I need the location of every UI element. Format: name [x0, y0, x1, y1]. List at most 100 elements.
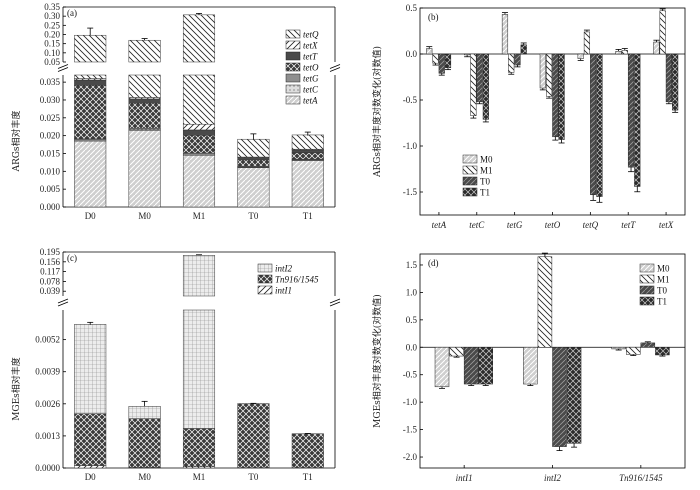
- panel-label: (b): [428, 12, 439, 22]
- x-tick-label: tetA: [432, 220, 447, 230]
- bar-M1: [537, 256, 553, 348]
- axis-break-mark: [57, 64, 69, 69]
- legend-b-swatch: [462, 165, 478, 175]
- y-tick-label: 0.0: [406, 342, 418, 352]
- x-tick-label: T1: [303, 211, 313, 221]
- bar-M1: [583, 31, 591, 55]
- y-tick-label: 0.0: [406, 49, 418, 59]
- x-tick-label: D0: [85, 211, 96, 221]
- y-tick-label: 0.078: [40, 276, 61, 286]
- bar-M0: [615, 50, 622, 55]
- bar-M0: [464, 53, 471, 56]
- bar-M1: [546, 53, 553, 97]
- legend-b-label: T0: [480, 177, 490, 187]
- x-tick-label: M0: [138, 472, 151, 482]
- bar-T0: [463, 347, 479, 385]
- x-tick-label: M1: [193, 472, 206, 482]
- y-tick-label: -1.5: [403, 187, 418, 197]
- x-tick-label: intI1: [456, 473, 473, 483]
- bar-T0: [476, 53, 483, 103]
- y-tick-label: 0.30: [44, 11, 60, 21]
- bar-M0: [434, 347, 450, 388]
- bar-segment-tetA: [128, 130, 161, 208]
- x-tick-label: tetQ: [583, 220, 599, 230]
- panel-label: (d): [428, 258, 439, 268]
- y-tick-label: 0.10: [44, 48, 60, 58]
- y-tick-label: 0.000: [40, 202, 61, 212]
- axis-break-mark: [57, 301, 69, 307]
- x-tick-label: T1: [303, 472, 313, 482]
- y-tick-label: 0.5: [406, 315, 418, 325]
- panel-label: (a): [67, 8, 77, 18]
- legend-c-swatch: [257, 263, 273, 273]
- axis-break-mark: [57, 298, 69, 304]
- y-tick-label: 0.20: [44, 30, 60, 40]
- bar-T0: [590, 53, 597, 196]
- bar-M1: [621, 50, 628, 55]
- bar-segment-Tn916/1545: [128, 418, 161, 468]
- bar-M0: [539, 53, 546, 89]
- bar-segment-tetA: [237, 167, 270, 208]
- bar-segment-tetO: [237, 159, 270, 167]
- bar-T0: [627, 53, 635, 168]
- bar-segment-intI2: [182, 309, 216, 429]
- legend-a-swatch: [285, 29, 301, 39]
- legend-c-swatch: [257, 285, 273, 295]
- legend-d-label: T0: [657, 286, 667, 296]
- legend-d-swatch: [639, 274, 655, 284]
- legend-b-swatch: [462, 154, 478, 164]
- bar-T1: [634, 53, 641, 187]
- bar-T1: [520, 44, 527, 55]
- legend-c-swatch: [257, 274, 273, 284]
- y-axis-title: MGEs相对丰度对数变化(对数值): [371, 294, 383, 428]
- x-tick-label: tetG: [507, 220, 523, 230]
- legend-a-swatch: [285, 62, 301, 72]
- legend-d-swatch: [639, 296, 655, 306]
- legend-a-swatch: [285, 84, 301, 94]
- bar-M0: [653, 41, 660, 55]
- legend-d-label: T1: [657, 297, 667, 307]
- bar-segment-tetQ: [291, 134, 324, 150]
- bar-segment-Tn916/1545: [237, 403, 270, 469]
- bar-T0: [552, 347, 567, 447]
- legend-b-label: M1: [480, 166, 493, 176]
- legend-a-label: tetQ: [303, 30, 319, 40]
- bar-segment-tetQ: [74, 74, 107, 79]
- axis-break-mark: [329, 301, 341, 307]
- y-tick-label: 0.0026: [35, 399, 60, 409]
- y-tick-label: 0.25: [44, 20, 60, 30]
- bar-M0: [523, 347, 538, 385]
- bar-T0: [438, 53, 445, 74]
- bar-T1: [672, 53, 679, 111]
- bar-segment-tetT: [291, 149, 324, 154]
- y-tick-label: 1.0: [406, 287, 418, 297]
- x-tick-label: T0: [248, 472, 258, 482]
- bar-T1: [596, 53, 603, 197]
- bar-M1: [659, 10, 666, 55]
- y-tick-label: 0.020: [40, 131, 61, 141]
- bar-segment-intI2: [182, 255, 216, 297]
- bar-segment-tetQ: [128, 39, 161, 63]
- axis-break-mark: [329, 67, 341, 72]
- bar-segment-tetT: [128, 98, 161, 104]
- legend-b-label: T1: [480, 188, 490, 198]
- bar-segment-tetA: [74, 140, 107, 208]
- bar-segment-tetQ: [128, 74, 161, 98]
- y-tick-label: -0.5: [403, 370, 418, 380]
- y-tick-label: 0.035: [40, 77, 61, 87]
- legend-a-swatch: [285, 51, 301, 61]
- bar-segment-Tn916/1545: [74, 413, 107, 466]
- x-tick-label: tetT: [621, 220, 636, 230]
- bar-M0: [611, 347, 626, 350]
- y-tick-label: -2.0: [403, 452, 418, 462]
- legend-a-swatch: [285, 95, 301, 105]
- bar-segment-tetA: [291, 160, 324, 208]
- x-tick-label: tetO: [545, 220, 561, 230]
- bar-segment-Tn916/1545: [182, 428, 216, 468]
- bar-M1: [508, 53, 515, 73]
- y-tick-label: -1.5: [403, 425, 418, 435]
- y-tick-label: 0.195: [40, 247, 61, 257]
- x-tick-label: M1: [193, 211, 206, 221]
- y-axis-title: ARGs相对丰度: [10, 110, 22, 172]
